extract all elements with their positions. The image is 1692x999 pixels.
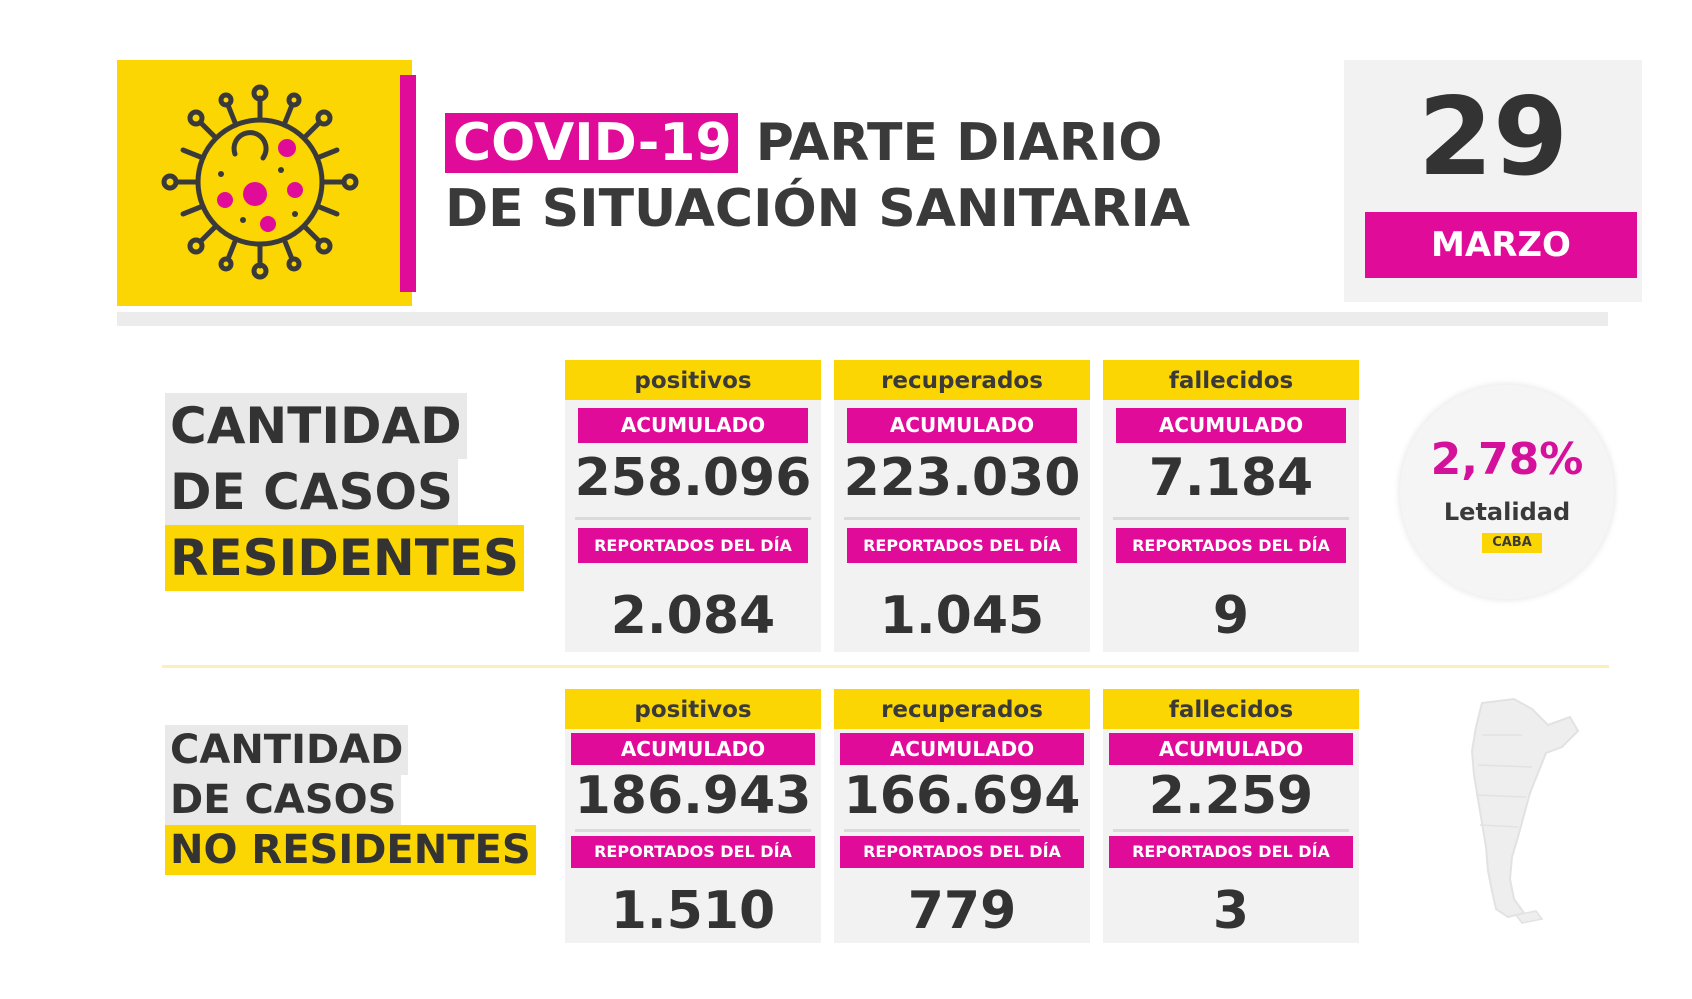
acumulado-value: 223.030: [843, 448, 1081, 508]
acumulado-value: 7.184: [1148, 448, 1314, 508]
reportados-value: 3: [1212, 881, 1250, 941]
no-residentes-label: CANTIDAD DE CASOS NO RESIDENTES: [165, 725, 536, 875]
acumulado-label: ACUMULADO: [571, 733, 815, 765]
letalidad-badge: 2,78% Letalidad CABA: [1400, 385, 1614, 599]
acumulado-label: ACUMULADO: [847, 408, 1077, 443]
page-title: COVID-19 PARTE DIARIO DE SITUACIÓN SANIT…: [445, 110, 1190, 242]
acumulado-label: ACUMULADO: [840, 733, 1084, 765]
reportados-value: 1.510: [610, 881, 776, 941]
no-residentes-label-line1: CANTIDAD: [165, 725, 409, 775]
residentes-label-line3: RESIDENTES: [165, 525, 525, 591]
acumulado-value: 258.096: [574, 448, 812, 508]
card-separator: [844, 829, 1080, 832]
reportados-value: 9: [1212, 586, 1250, 646]
header-accent-bar: [400, 75, 416, 292]
acumulado-value: 2.259: [1148, 766, 1314, 826]
letalidad-tag: CABA: [1482, 533, 1542, 553]
no-residentes-card-recuperados: recuperados ACUMULADO 166.694 REPORTADOS…: [834, 689, 1090, 943]
residentes-card-positivos: positivos ACUMULADO 258.096 REPORTADOS D…: [565, 360, 821, 652]
card-separator: [575, 829, 811, 832]
reportados-value: 2.084: [610, 586, 776, 646]
residentes-card-recuperados: recuperados ACUMULADO 223.030 REPORTADOS…: [834, 360, 1090, 652]
no-residentes-label-line3: NO RESIDENTES: [165, 825, 536, 875]
title-highlight: COVID-19: [445, 113, 738, 173]
acumulado-label: ACUMULADO: [1109, 733, 1353, 765]
reportados-label: REPORTADOS DEL DÍA: [1109, 836, 1353, 868]
card-separator: [575, 517, 811, 520]
residentes-card-fallecidos: fallecidos ACUMULADO 7.184 REPORTADOS DE…: [1103, 360, 1359, 652]
title-line-1: COVID-19 PARTE DIARIO: [445, 110, 1190, 176]
virus-icon: [161, 84, 359, 280]
date-day: 29: [1417, 75, 1569, 200]
card-separator: [1113, 829, 1349, 832]
acumulado-value: 166.694: [843, 766, 1081, 826]
card-title: positivos: [565, 689, 821, 729]
reportados-label: REPORTADOS DEL DÍA: [1116, 528, 1346, 563]
reportados-label: REPORTADOS DEL DÍA: [578, 528, 808, 563]
title-line-2: DE SITUACIÓN SANITARIA: [445, 179, 1191, 239]
reportados-label: REPORTADOS DEL DÍA: [571, 836, 815, 868]
no-residentes-card-fallecidos: fallecidos ACUMULADO 2.259 REPORTADOS DE…: [1103, 689, 1359, 943]
acumulado-value: 186.943: [574, 766, 812, 826]
reportados-value: 1.045: [879, 586, 1045, 646]
acumulado-label: ACUMULADO: [1116, 408, 1346, 443]
reportados-value: 779: [907, 881, 1017, 941]
residentes-label-line1: CANTIDAD: [165, 393, 467, 459]
acumulado-label: ACUMULADO: [578, 408, 808, 443]
card-separator: [1113, 517, 1349, 520]
reportados-label: REPORTADOS DEL DÍA: [840, 836, 1084, 868]
card-title: positivos: [565, 360, 821, 400]
letalidad-label: Letalidad: [1443, 498, 1571, 526]
card-title: recuperados: [834, 360, 1090, 400]
header-underline: [117, 312, 1608, 326]
no-residentes-card-positivos: positivos ACUMULADO 186.943 REPORTADOS D…: [565, 689, 821, 943]
reportados-label: REPORTADOS DEL DÍA: [847, 528, 1077, 563]
date-month: MARZO: [1365, 212, 1637, 278]
card-separator: [844, 517, 1080, 520]
residentes-label: CANTIDAD DE CASOS RESIDENTES: [165, 393, 525, 591]
letalidad-value: 2,78%: [1430, 434, 1584, 485]
card-title: fallecidos: [1103, 689, 1359, 729]
date-box: 29 MARZO: [1344, 60, 1642, 302]
card-title: fallecidos: [1103, 360, 1359, 400]
card-title: recuperados: [834, 689, 1090, 729]
section-divider: [162, 665, 1609, 668]
argentina-map-icon: [1452, 695, 1582, 930]
title-rest: PARTE DIARIO: [755, 113, 1163, 173]
virus-logo-box: [117, 60, 412, 306]
residentes-label-line2: DE CASOS: [165, 459, 458, 525]
no-residentes-label-line2: DE CASOS: [165, 775, 402, 825]
